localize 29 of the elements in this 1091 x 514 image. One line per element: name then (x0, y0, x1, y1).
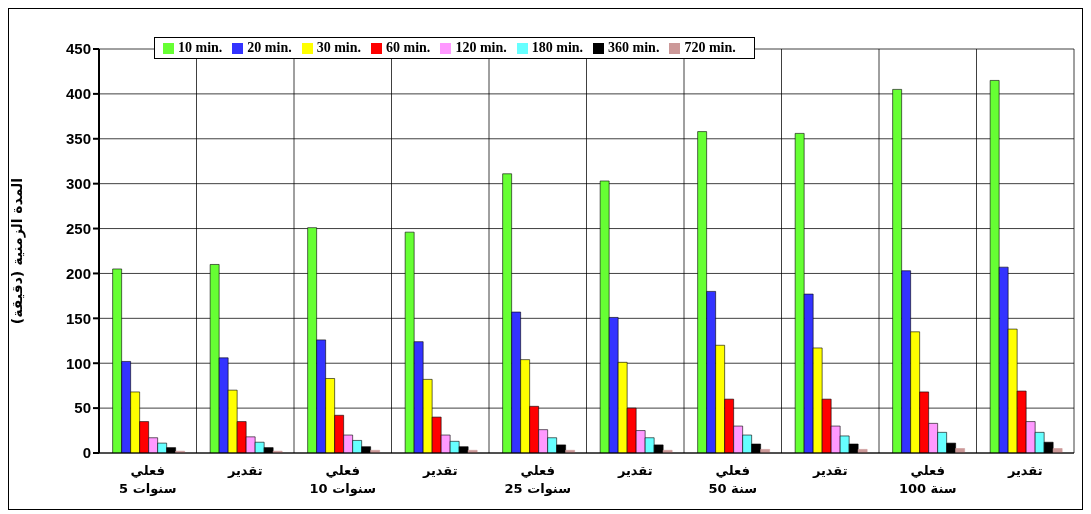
legend-label: 30 min. (316, 40, 362, 55)
y-tick-label: 150 (65, 309, 91, 327)
legend-label: 60 min. (386, 40, 431, 55)
y-tick-label: 400 (65, 85, 91, 103)
y-tick-label: 300 (65, 174, 91, 192)
legend-label: 360 min. (608, 40, 660, 55)
legend-label: 720 min. (684, 40, 736, 55)
y-tick-label: 100 (65, 354, 91, 372)
x-tick-label: فعلي 100 سنة (898, 463, 957, 496)
x-tick-label: تقدير (421, 463, 458, 478)
y-tick-label: 250 (65, 219, 91, 237)
y-tick-label: 50 (74, 399, 91, 417)
legend-label: 120 min. (455, 40, 507, 55)
y-tick-label: 350 (65, 130, 91, 148)
y-tick-label: 200 (65, 264, 91, 282)
legend-label: 10 min. (178, 40, 223, 55)
x-tick-label: فعلي 50 سنة (708, 463, 758, 496)
x-tick-label: فعلي 25 سنوات (504, 463, 571, 496)
y-tick-label: 450 (65, 40, 91, 58)
x-tick-label: فعلي 10 سنوات (309, 463, 376, 496)
x-tick-label: تقدير (226, 463, 263, 478)
y-axis-title: المدة الزمنية (دقيقة) (8, 177, 26, 325)
x-tick-label: تقدير (1006, 463, 1043, 478)
y-tick-label: 0 (82, 444, 91, 462)
x-tick-label: تقدير (811, 463, 848, 478)
legend-label: 20 min. (247, 40, 292, 55)
x-tick-label: فعلي 5 سنوات (119, 463, 177, 496)
legend-label: 180 min. (531, 40, 584, 55)
x-tick-label: تقدير (616, 463, 653, 478)
